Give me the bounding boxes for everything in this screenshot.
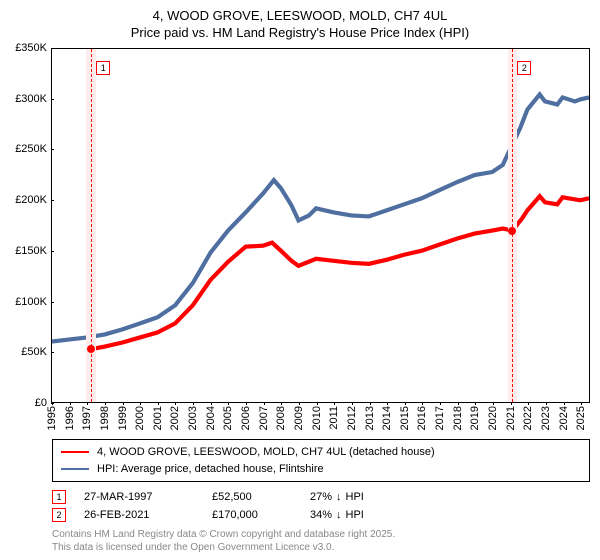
x-tick-label: 2015 — [399, 406, 411, 430]
x-tick-label: 1998 — [99, 406, 111, 430]
sale-diff: 34%↓HPI — [310, 509, 410, 521]
chart-subtitle: Price paid vs. HM Land Registry's House … — [10, 25, 590, 40]
sale-diff: 27%↓HPI — [310, 491, 410, 503]
sale-price: £170,000 — [212, 509, 292, 521]
legend-swatch — [61, 468, 89, 470]
chart-area: £0£50K£100K£150K£200K£250K£300K£350K 12 — [10, 48, 590, 403]
x-tick-label: 2007 — [258, 406, 270, 430]
x-tick-label: 2023 — [540, 406, 552, 430]
legend: 4, WOOD GROVE, LEESWOOD, MOLD, CH7 4UL (… — [52, 439, 590, 482]
sales-table: 1 27-MAR-1997 £52,500 27%↓HPI 2 26-FEB-2021 £1… — [52, 486, 590, 522]
y-tick-label: £200K — [15, 194, 47, 206]
x-tick-label: 2014 — [381, 406, 393, 430]
x-tick-label: 2003 — [187, 406, 199, 430]
x-tick-label: 2017 — [434, 406, 446, 430]
x-tick-label: 2008 — [275, 406, 287, 430]
x-tick-label: 2016 — [416, 406, 428, 430]
x-tick-label: 1995 — [46, 406, 58, 430]
x-tick-label: 2006 — [240, 406, 252, 430]
x-tick-label: 2024 — [558, 406, 570, 430]
x-tick-label: 2012 — [346, 406, 358, 430]
sale-row: 1 27-MAR-1997 £52,500 27%↓HPI — [52, 490, 590, 504]
x-tick-label: 2019 — [469, 406, 481, 430]
y-tick-label: £150K — [15, 245, 47, 257]
legend-label: HPI: Average price, detached house, Flin… — [97, 461, 324, 478]
x-tick-label: 2020 — [487, 406, 499, 430]
x-tick-label: 2009 — [293, 406, 305, 430]
chart-title-block: 4, WOOD GROVE, LEESWOOD, MOLD, CH7 4UL P… — [10, 8, 590, 40]
credits-line-1: Contains HM Land Registry data © Crown c… — [52, 528, 590, 541]
x-tick-label: 2025 — [575, 406, 587, 430]
x-tick-label: 2011 — [328, 406, 340, 430]
y-tick-label: £100K — [15, 296, 47, 308]
x-tick-label: 1997 — [81, 406, 93, 430]
x-tick-label: 2001 — [152, 406, 164, 430]
plot-region: 12 — [52, 48, 590, 403]
legend-row: HPI: Average price, detached house, Flin… — [61, 461, 581, 478]
arrow-down-icon: ↓ — [336, 491, 342, 503]
x-tick-label: 2010 — [311, 406, 323, 430]
x-tick-label: 1999 — [117, 406, 129, 430]
sale-marker-2: 2 — [517, 61, 531, 75]
x-tick-label: 1996 — [64, 406, 76, 430]
sale-row: 2 26-FEB-2021 £170,000 34%↓HPI — [52, 508, 590, 522]
sale-point-dot — [87, 345, 95, 353]
x-tick-label: 2022 — [522, 406, 534, 430]
x-tick-label: 2002 — [169, 406, 181, 430]
chart-title: 4, WOOD GROVE, LEESWOOD, MOLD, CH7 4UL — [10, 8, 590, 23]
sale-point-dot — [508, 227, 516, 235]
x-tick-label: 2013 — [364, 406, 376, 430]
legend-label: 4, WOOD GROVE, LEESWOOD, MOLD, CH7 4UL (… — [97, 444, 435, 461]
sale-marker-box: 2 — [52, 508, 66, 522]
y-axis: £0£50K£100K£150K£200K£250K£300K£350K — [10, 48, 52, 403]
x-axis: 1995199619971998199920002001200220032004… — [52, 403, 590, 435]
credits-line-2: This data is licensed under the Open Gov… — [52, 541, 590, 554]
y-tick-label: £50K — [21, 346, 47, 358]
x-tick-label: 2005 — [222, 406, 234, 430]
y-tick-label: £350K — [15, 42, 47, 54]
sale-marker-box: 1 — [52, 490, 66, 504]
x-tick-label: 2018 — [452, 406, 464, 430]
x-tick-label: 2021 — [505, 406, 517, 430]
legend-row: 4, WOOD GROVE, LEESWOOD, MOLD, CH7 4UL (… — [61, 444, 581, 461]
arrow-down-icon: ↓ — [336, 509, 342, 521]
sale-date: 27-MAR-1997 — [84, 491, 194, 503]
sale-price: £52,500 — [212, 491, 292, 503]
sale-marker-1: 1 — [96, 61, 110, 75]
sale-date: 26-FEB-2021 — [84, 509, 194, 521]
x-tick-label: 2004 — [205, 406, 217, 430]
y-tick-label: £250K — [15, 143, 47, 155]
y-tick-label: £300K — [15, 93, 47, 105]
credits: Contains HM Land Registry data © Crown c… — [52, 528, 590, 554]
legend-swatch — [61, 451, 89, 453]
x-tick-label: 2000 — [134, 406, 146, 430]
